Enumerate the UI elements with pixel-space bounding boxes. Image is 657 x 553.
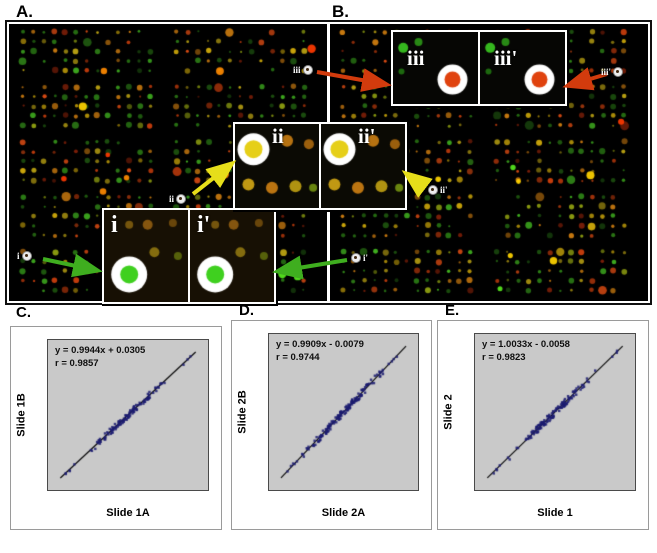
panel-e-x-axis-label: Slide 1 [537,507,573,519]
marker-i-label: i [17,251,20,261]
panel-c-box: Slide 1B y = 0.9944x + 0.0305 r = 0.9857… [10,326,222,530]
marker-iii-prime-circle-icon [613,67,624,77]
inset-iii-canvas [393,32,478,104]
inset-i-canvas [104,210,188,302]
marker-iii: iii [293,65,313,75]
panel-c: C. Slide 1B y = 0.9944x + 0.0305 r = 0.9… [10,304,222,530]
panel-d-label: D. [239,302,254,319]
panel-d-equation: y = 0.9909x - 0.0079 r = 0.9744 [276,339,364,363]
inset-iii-label: iii [407,46,425,70]
marker-ii-prime-label: ii' [440,185,448,195]
panel-e-label: E. [445,302,460,319]
zoom-inset-i: i i' [102,208,276,304]
zoom-inset-ii-left: ii [235,124,319,208]
inset-i-prime-canvas [190,210,274,302]
panel-e-y-axis-label: Slide 2 [442,394,455,430]
inset-ii-label: ii [272,124,284,148]
marker-i-prime-label: i' [363,253,369,263]
inset-ii-canvas [235,124,319,208]
inset-ii-prime-label: ii' [358,124,376,148]
panel-d-box: Slide 2B y = 0.9909x - 0.0079 r = 0.9744… [231,320,432,530]
panel-c-scatter-canvas [48,340,208,490]
panel-d: D. Slide 2B y = 0.9909x - 0.0079 r = 0.9… [231,302,432,530]
zoom-inset-i-right: i' [188,210,274,302]
panel-d-x-axis-label: Slide 2A [321,507,366,519]
panel-c-plot-area: y = 0.9944x + 0.0305 r = 0.9857 [47,339,209,491]
panel-e: E. Slide 2 y = 1.0033x - 0.0058 r = 0.98… [437,302,649,530]
zoom-inset-iii-right: iii' [478,32,565,104]
panel-e-scatter-canvas [475,334,635,490]
marker-ii-prime: ii' [428,185,448,195]
marker-i: i [17,251,32,261]
marker-ii-label: ii [169,194,175,204]
panel-c-label: C. [16,304,31,321]
marker-ii-prime-circle-icon [428,185,438,195]
panel-e-box: Slide 2 y = 1.0033x - 0.0058 r = 0.9823 … [437,320,649,530]
marker-iii-label: iii [293,65,301,75]
panel-d-plot-area: y = 0.9909x - 0.0079 r = 0.9744 [268,333,419,491]
zoom-inset-ii-right: ii' [319,124,405,208]
marker-ii-circle-icon [176,194,187,204]
panel-b-label: B. [332,2,349,21]
marker-iii-prime-label: iii' [601,67,612,77]
inset-i-prime-label: i' [197,212,211,238]
panel-d-y-axis-label: Slide 2B [236,390,249,434]
marker-i-prime-circle-icon [351,253,361,263]
marker-ii: ii [169,194,187,204]
panel-c-y-axis-label: Slide 1B [15,393,28,437]
microarray-image-panel: i i' ii ii' iii [7,22,650,304]
zoom-inset-ii: ii ii' [233,122,407,210]
zoom-inset-iii-left: iii [393,32,478,104]
panel-d-scatter-canvas [269,334,418,490]
panel-a-label: A. [16,2,33,21]
zoom-inset-iii: iii iii' [391,30,567,106]
panel-c-x-axis-label: Slide 1A [106,507,150,519]
zoom-inset-i-left: i [104,210,188,302]
panel-c-equation: y = 0.9944x + 0.0305 r = 0.9857 [55,345,146,369]
marker-i-prime: i' [351,253,368,263]
panel-e-plot-area: y = 1.0033x - 0.0058 r = 0.9823 [474,333,636,491]
inset-ii-prime-canvas [321,124,405,208]
inset-iii-prime-label: iii' [494,46,518,70]
inset-iii-prime-canvas [480,32,565,104]
marker-iii-prime: iii' [601,67,624,77]
marker-iii-circle-icon [302,65,313,75]
panel-e-equation: y = 1.0033x - 0.0058 r = 0.9823 [482,339,570,363]
marker-i-circle-icon [21,251,32,261]
inset-i-label: i [111,212,118,238]
